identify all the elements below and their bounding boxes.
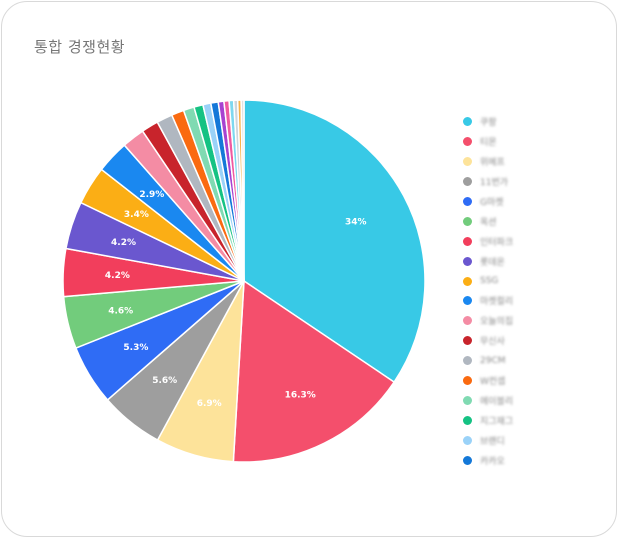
legend-item-18[interactable]: 카카오 (463, 450, 513, 470)
legend-label: 티몬 (480, 138, 497, 149)
legend-item-9[interactable]: SSG (463, 271, 513, 291)
legend-label: 지그재그 (480, 416, 514, 427)
legend-swatch (463, 395, 472, 405)
legend-swatch (463, 296, 472, 306)
slice-label-2: 16.3% (285, 391, 316, 401)
legend-label: 위메프 (480, 158, 505, 169)
legend-swatch (463, 157, 472, 167)
legend-swatch (463, 117, 472, 127)
legend-item-10[interactable]: 마켓컬리 (463, 291, 513, 311)
legend-item-4[interactable]: 11번가 (463, 172, 513, 192)
legend-label: W컨셉 (480, 377, 506, 388)
legend-label: 인터파크 (480, 237, 514, 248)
legend-label: 11번가 (480, 178, 509, 189)
legend-label: 카카오 (480, 456, 505, 467)
legend-swatch (463, 435, 472, 445)
slice-label-10: 2.9% (139, 190, 164, 200)
legend-swatch (463, 336, 472, 346)
legend-item-6[interactable]: 옥션 (463, 211, 513, 231)
slice-label-8: 4.2% (111, 238, 136, 248)
pie-slice-24 (240, 99, 245, 282)
pie-slice-1 (243, 99, 426, 384)
legend-swatch (463, 177, 472, 187)
legend-item-15[interactable]: 에이블리 (463, 390, 513, 410)
legend-item-5[interactable]: G마켓 (463, 192, 513, 212)
legend-label: 마켓컬리 (480, 297, 514, 308)
chart-title: 통합 경쟁현황 (34, 38, 126, 56)
legend-item-2[interactable]: 티몬 (463, 132, 513, 152)
slice-label-7: 4.2% (105, 271, 130, 281)
legend-label: 무신사 (480, 337, 505, 348)
legend-label: 쿠팡 (480, 118, 497, 129)
legend-item-7[interactable]: 인터파크 (463, 231, 513, 251)
slice-label-3: 6.9% (197, 399, 222, 409)
legend-item-16[interactable]: 지그재그 (463, 410, 513, 430)
legend-swatch (463, 415, 472, 425)
pie-slice-2 (232, 279, 396, 463)
legend-label: 롯데온 (480, 257, 505, 268)
legend-item-17[interactable]: 브랜디 (463, 430, 513, 450)
legend-swatch (463, 316, 472, 326)
legend-item-3[interactable]: 위메프 (463, 152, 513, 172)
legend-label: G마켓 (480, 198, 504, 208)
legend-label: 오늘의집 (480, 317, 514, 328)
legend-swatch (463, 376, 472, 386)
legend-item-11[interactable]: 오늘의집 (463, 311, 513, 331)
slice-label-5: 5.3% (123, 343, 148, 353)
slice-label-6: 4.6% (108, 306, 133, 316)
legend-swatch (463, 197, 472, 206)
legend-swatch (463, 216, 472, 226)
legend-item-8[interactable]: 롯데온 (463, 251, 513, 271)
slice-label-4: 5.6% (152, 376, 177, 386)
legend-label: 옥션 (480, 217, 497, 228)
legend-swatch (463, 256, 472, 266)
slice-label-1: 34% (345, 218, 367, 228)
legend-item-13[interactable]: 29CM (463, 351, 513, 371)
legend-item-1[interactable]: 쿠팡 (463, 112, 513, 132)
legend-swatch (463, 137, 472, 147)
legend-label: 브랜디 (480, 436, 505, 447)
legend-swatch (463, 356, 472, 366)
legend-swatch (463, 236, 472, 246)
legend-item-14[interactable]: W컨셉 (463, 371, 513, 391)
legend-label: SSG (480, 276, 499, 287)
legend-swatch (463, 276, 472, 286)
legend-swatch (463, 455, 472, 465)
legend-label: 29CM (480, 355, 506, 366)
legend-label: 에이블리 (480, 396, 514, 407)
slice-label-9: 3.4% (124, 210, 149, 220)
legend-item-12[interactable]: 무신사 (463, 331, 513, 351)
